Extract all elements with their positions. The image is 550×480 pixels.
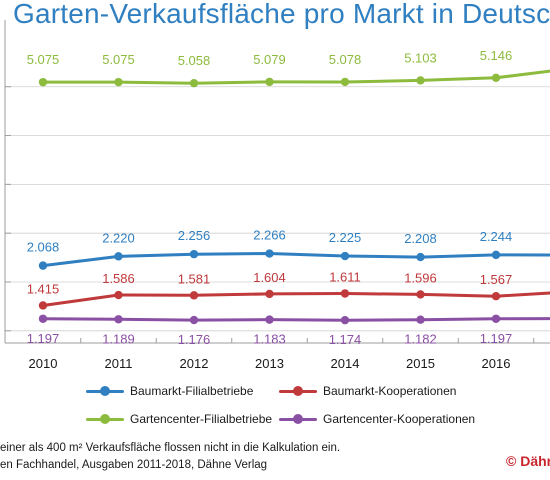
data-label: 1.174 xyxy=(329,332,362,347)
data-label: 2.068 xyxy=(27,240,60,255)
data-label: 5.075 xyxy=(27,52,60,67)
legend-item-baumarkt-kooperationen: Baumarkt-Kooperationen xyxy=(279,384,456,398)
legend-label: Gartencenter-Filialbetriebe xyxy=(130,412,273,426)
data-point xyxy=(189,249,199,259)
x-tick-label: 2012 xyxy=(180,356,209,371)
data-point xyxy=(491,73,501,83)
data-point xyxy=(416,290,425,299)
data-label: 5.103 xyxy=(404,50,437,65)
x-tick-label: 2011 xyxy=(105,356,133,371)
series-line-gartencenter-kooperationen xyxy=(42,317,550,322)
data-label: 2.220 xyxy=(102,230,135,245)
data-point xyxy=(114,290,123,300)
data-point xyxy=(114,252,123,261)
legend-item-gartencenter-filialbetriebe: Gartencenter-Filialbetriebe xyxy=(86,412,272,426)
footnote: einer als 400 m² Verkaufsfläche flossen … xyxy=(0,442,341,454)
data-label: 1.183 xyxy=(253,332,286,347)
legend-swatch xyxy=(279,385,317,396)
data-label: 2.244 xyxy=(480,229,513,244)
data-point xyxy=(340,289,350,298)
data-point xyxy=(491,291,501,301)
data-label: 1.182 xyxy=(404,332,437,347)
x-tick-label: 2016 xyxy=(482,356,511,371)
data-point xyxy=(491,250,501,260)
data-point xyxy=(340,77,350,87)
line-chart: 201020112012201320142015201622.0682.2202… xyxy=(4,20,550,371)
legend-item-baumarkt-filialbetriebe: Baumarkt-Filialbetriebe xyxy=(86,384,253,398)
data-label: 2.256 xyxy=(178,228,211,243)
data-label: 1.604 xyxy=(253,270,286,285)
data-label: 2.266 xyxy=(253,228,286,243)
data-point xyxy=(189,315,199,325)
data-label: 1.189 xyxy=(102,331,135,346)
legend-swatch xyxy=(86,385,124,396)
data-label: 1.586 xyxy=(102,271,135,286)
data-label: 2.225 xyxy=(329,230,362,245)
legend-swatch xyxy=(86,413,124,424)
data-point xyxy=(416,252,425,262)
series-line-baumarkt-kooperationen xyxy=(42,291,550,307)
data-label: 1.176 xyxy=(178,332,211,347)
x-tick-label: 2014 xyxy=(331,356,360,371)
data-point xyxy=(38,301,48,310)
data-point xyxy=(265,77,274,87)
credit-label: © Dähn xyxy=(506,453,550,469)
data-point xyxy=(114,77,123,87)
data-point xyxy=(38,314,48,323)
chart-title: Garten-Verkaufsfläche pro Markt in Deuts… xyxy=(13,0,550,29)
data-label: 1.596 xyxy=(404,270,437,285)
data-label: 5.058 xyxy=(178,53,211,68)
data-point xyxy=(38,77,48,87)
x-tick-label: 2013 xyxy=(255,356,284,371)
data-label: 5.075 xyxy=(102,52,135,67)
data-label: 1.415 xyxy=(27,281,60,296)
series-line-gartencenter-filialbetriebe xyxy=(43,69,550,85)
data-point xyxy=(265,289,274,299)
data-point xyxy=(265,315,274,324)
data-label: 1.611 xyxy=(329,270,361,285)
x-tick-label: 2015 xyxy=(406,356,435,371)
legend: Baumarkt-Filialbetriebe Baumarkt-Koopera… xyxy=(0,380,550,430)
legend-label: Baumarkt-Filialbetriebe xyxy=(130,384,254,398)
data-point xyxy=(38,261,48,270)
data-label: 5.078 xyxy=(329,52,362,67)
data-point xyxy=(416,76,425,85)
legend-label: Baumarkt-Kooperationen xyxy=(323,384,457,398)
legend-item-gartencenter-kooperationen: Gartencenter-Kooperationen xyxy=(279,412,475,426)
data-point xyxy=(189,291,199,300)
data-point xyxy=(265,249,274,258)
source-note: en Fachhandel, Ausgaben 2011-2018, Dähne… xyxy=(0,459,268,471)
series-line-baumarkt-filialbetriebe xyxy=(42,252,550,268)
data-point xyxy=(340,315,350,325)
data-label: 1.197 xyxy=(27,331,60,346)
data-point xyxy=(416,315,425,324)
data-label: 5.079 xyxy=(253,52,286,67)
data-label: 1.197 xyxy=(480,331,513,346)
data-label: 5.146 xyxy=(480,48,513,63)
data-point xyxy=(114,315,123,324)
data-point xyxy=(189,78,199,88)
legend-label: Gartencenter-Kooperationen xyxy=(323,412,476,426)
data-label: 1.581 xyxy=(178,271,211,286)
legend-swatch xyxy=(279,413,317,424)
x-tick-label: 2010 xyxy=(29,356,58,371)
data-point xyxy=(340,251,350,261)
data-point xyxy=(491,314,501,323)
data-label: 1.567 xyxy=(480,272,513,287)
data-label: 2.208 xyxy=(404,231,437,246)
